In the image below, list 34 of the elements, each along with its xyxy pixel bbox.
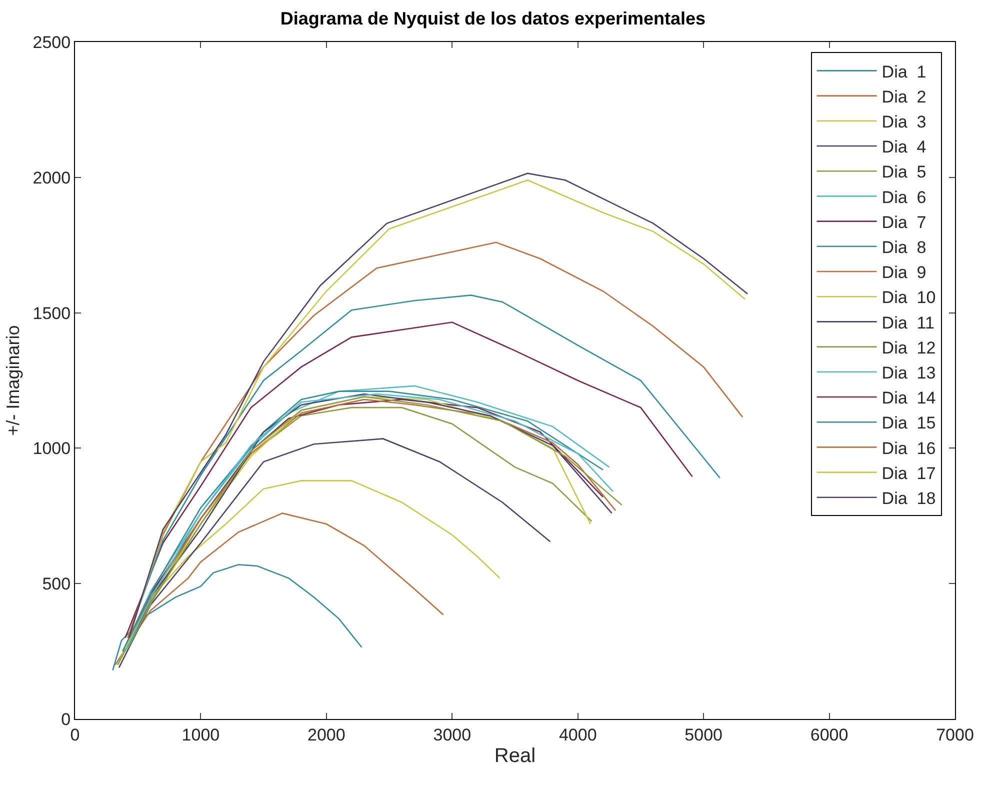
legend-label: Dia 13	[882, 364, 936, 383]
chart-title: Diagrama de Nyquist de los datos experimentales	[280, 8, 706, 28]
y-tick-label: 2500	[32, 32, 71, 52]
x-tick-label: 6000	[810, 725, 848, 744]
y-axis-title: +/- Imaginario	[2, 325, 23, 436]
legend-label: Dia 4	[882, 138, 926, 157]
y-tick-label: 0	[61, 710, 71, 729]
legend-label: Dia 17	[882, 464, 936, 483]
y-tick-label: 500	[42, 574, 71, 594]
legend-label: Dia 12	[882, 338, 936, 358]
legend-label: Dia 14	[882, 388, 936, 408]
y-tick-label: 1000	[32, 439, 71, 458]
y-tick-label: 1500	[32, 304, 71, 323]
legend-label: Dia 11	[882, 313, 934, 332]
legend-label: Dia 5	[882, 162, 926, 182]
x-tick-label: 3000	[433, 725, 472, 744]
legend-label: Dia 10	[882, 288, 936, 308]
x-tick-label: 2000	[308, 725, 346, 744]
legend-label: Dia 16	[882, 438, 936, 458]
legend-label: Dia 15	[882, 414, 936, 433]
legend-label: Dia 7	[882, 212, 926, 232]
x-tick-label: 4000	[558, 725, 597, 744]
x-tick-label: 1000	[182, 725, 220, 744]
legend-label: Dia 1	[882, 62, 926, 82]
x-axis-title: Real	[494, 744, 536, 767]
legend-label: Dia 9	[882, 263, 926, 282]
legend-label: Dia 18	[882, 489, 936, 508]
legend-label: Dia 8	[882, 238, 926, 258]
legend-label: Dia 2	[882, 87, 926, 106]
x-tick-label: 7000	[936, 725, 974, 744]
legend-label: Dia 6	[882, 188, 926, 207]
y-tick-label: 2000	[32, 168, 71, 188]
x-tick-label: 5000	[684, 725, 722, 744]
legend-label: Dia 3	[882, 112, 926, 132]
